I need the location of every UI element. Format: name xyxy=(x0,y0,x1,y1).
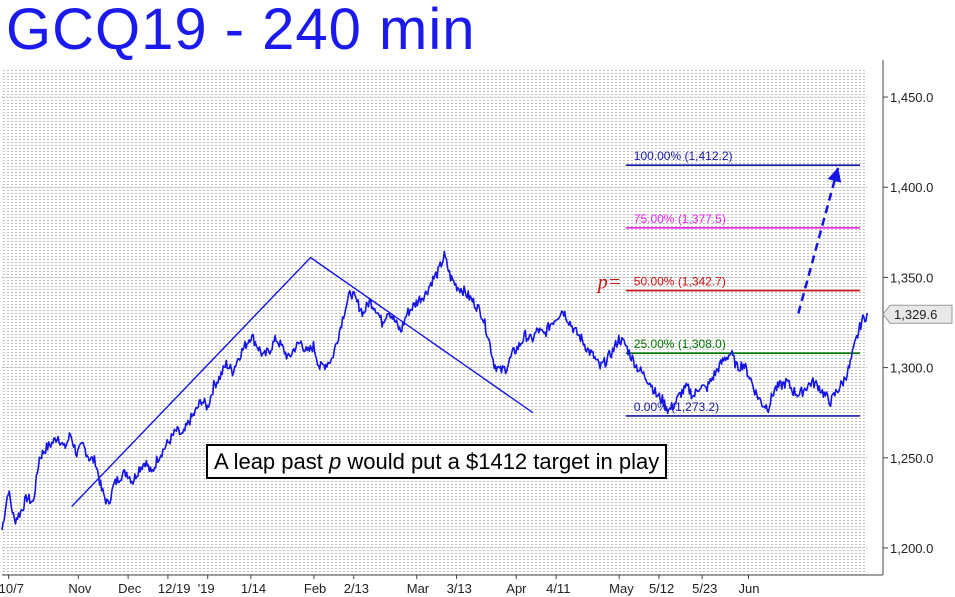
fib-level-label: 75.00% (1,377.5) xyxy=(634,212,726,226)
annotation-box: A leap past p would put a $1412 target i… xyxy=(206,444,668,479)
x-tick-label: May xyxy=(609,581,634,596)
last-price-label: 1,329.6 xyxy=(894,307,937,322)
x-tick-label: 2/13 xyxy=(344,581,369,596)
annotation-post: would put a $1412 target in play xyxy=(341,449,660,474)
chart-title: GCQ19 - 240 min xyxy=(6,0,476,62)
x-tick-label: 12/19 xyxy=(158,581,191,596)
x-tick-label: 5/12 xyxy=(649,581,674,596)
y-tick-label: 1,350.0 xyxy=(890,270,933,285)
x-tick-label: 1/14 xyxy=(241,581,266,596)
x-tick-label: '19 xyxy=(198,581,215,596)
fib-levels: 100.00% (1,412.2) 75.00% (1,377.5) 50.00% … xyxy=(596,149,860,417)
y-tick-label: 1,200.0 xyxy=(890,541,933,556)
axes: 1,200.0 1,250.0 1,300.0 1,350.0 1,400.0 1,450… xyxy=(0,60,953,596)
projection-arrow-line xyxy=(797,167,840,314)
p-marker: p= xyxy=(596,272,622,294)
fib-level-label: 50.00% (1,342.7) xyxy=(634,275,726,289)
x-tick-label: Mar xyxy=(407,581,430,596)
x-tick-label: Dec xyxy=(118,581,142,596)
y-tick-label: 1,250.0 xyxy=(890,451,933,466)
x-tick-label: 3/13 xyxy=(447,581,472,596)
y-tick-label: 1,300.0 xyxy=(890,361,933,376)
x-tick-label: Feb xyxy=(304,581,326,596)
annotation-p: p xyxy=(328,449,342,474)
last-price-tag xyxy=(882,304,953,324)
trend-lines xyxy=(71,256,534,507)
x-tick-label: 10/7 xyxy=(0,581,24,596)
x-tick-label: Apr xyxy=(506,581,527,596)
trend-line xyxy=(71,256,534,507)
price-line xyxy=(1,167,869,531)
price-series xyxy=(1,250,869,531)
x-tick-label: Nov xyxy=(68,581,92,596)
x-tick-label: 4/11 xyxy=(546,581,570,596)
fib-level-label: 25.00% (1,308.0) xyxy=(634,337,726,351)
y-tick-label: 1,450.0 xyxy=(890,90,933,105)
y-tick-label: 1,400.0 xyxy=(890,180,933,195)
projection-arrow-head xyxy=(827,167,842,183)
annotation-pre: A leap past xyxy=(214,449,329,474)
fib-level-label: 0.00% (1,273.2) xyxy=(634,400,719,414)
chart-grid xyxy=(2,70,868,575)
fib-level-label: 100.00% (1,412.2) xyxy=(634,149,733,163)
x-tick-label: Jun xyxy=(739,581,760,596)
x-tick-label: 5/23 xyxy=(692,581,717,596)
